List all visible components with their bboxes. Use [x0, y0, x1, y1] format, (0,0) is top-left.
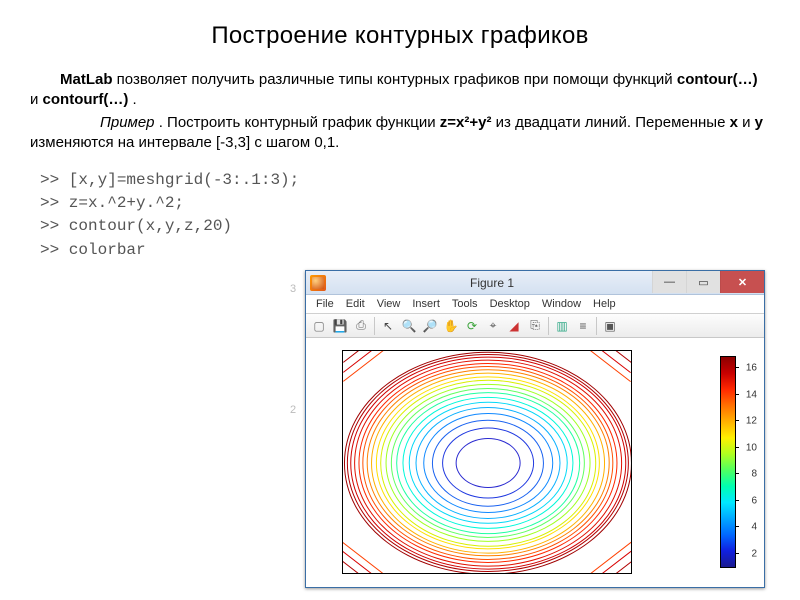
colorbar-tick: 10 [746, 442, 757, 453]
example-tail: из двадцати линий. Переменные [496, 114, 730, 131]
code-line-1: >> [x,y]=meshgrid(-3:.1:3); [40, 169, 800, 192]
colorbar-tick: 6 [751, 495, 757, 506]
save-icon[interactable]: 💾 [330, 316, 350, 336]
toolbar: ▢💾⎙ ↖🔍🔎✋⟳⌖◢⎘ ▥≡ ▣ [306, 314, 764, 338]
matlab-figure-window: Figure 1 — ▭ ✕ FileEditViewInsertToolsDe… [305, 270, 765, 588]
window-titlebar[interactable]: Figure 1 — ▭ ✕ [306, 271, 764, 295]
equation: z=x²+y² [440, 114, 492, 131]
code-line-3: >> contour(x,y,z,20) [40, 215, 800, 238]
zoom-out-icon[interactable]: 🔎 [420, 316, 440, 336]
toolbar-separator [374, 317, 375, 335]
link-icon[interactable]: ⎘ [525, 316, 545, 336]
code-line-4: >> colorbar [40, 239, 800, 262]
colorbar-tick: 14 [746, 389, 757, 400]
contour-axes: -3-2-10123-3-2-10123 [342, 350, 632, 574]
dot: . [133, 91, 137, 108]
new-figure-icon[interactable]: ▢ [309, 316, 329, 336]
menu-insert[interactable]: Insert [406, 297, 446, 311]
corner-contour [588, 542, 632, 574]
menu-view[interactable]: View [371, 297, 407, 311]
desc-text-1: позволяет получить различные типы контур… [117, 71, 677, 88]
menu-help[interactable]: Help [587, 297, 622, 311]
data-cursor-icon[interactable]: ⌖ [483, 316, 503, 336]
colorbar: 246810121416 [720, 356, 736, 568]
brush-icon[interactable]: ◢ [504, 316, 524, 336]
pointer-icon[interactable]: ↖ [378, 316, 398, 336]
fn-contour: contour(…) [677, 71, 758, 88]
hide-tools-icon[interactable]: ▣ [600, 316, 620, 336]
pan-icon[interactable]: ✋ [441, 316, 461, 336]
var-y: y [755, 114, 763, 131]
menu-desktop[interactable]: Desktop [484, 297, 536, 311]
colorbar-tick-mark [735, 473, 739, 474]
insert-colorbar-icon[interactable]: ▥ [552, 316, 572, 336]
menu-edit[interactable]: Edit [340, 297, 371, 311]
menu-window[interactable]: Window [536, 297, 587, 311]
menu-tools[interactable]: Tools [446, 297, 484, 311]
menu-file[interactable]: File [310, 297, 340, 311]
colorbar-tick-mark [735, 420, 739, 421]
colorbar-tick-mark [735, 500, 739, 501]
faint-bg-number-2: 2 [290, 404, 296, 416]
close-button[interactable]: ✕ [720, 271, 764, 293]
plot-canvas: -3-2-10123-3-2-10123 246810121416 [306, 338, 764, 587]
code-line-2: >> z=x.^2+y.^2; [40, 192, 800, 215]
matlab-app-icon [310, 275, 326, 291]
toolbar-separator [596, 317, 597, 335]
zoom-in-icon[interactable]: 🔍 [399, 316, 419, 336]
description: MatLab позволяет получить различные типы… [0, 60, 800, 153]
fn-contourf: contourf(…) [43, 91, 129, 108]
colorbar-tick: 8 [751, 469, 757, 480]
colorbar-tick: 12 [746, 416, 757, 427]
colorbar-tick-mark [735, 367, 739, 368]
insert-legend-icon[interactable]: ≡ [573, 316, 593, 336]
toolbar-separator [548, 317, 549, 335]
menubar: FileEditViewInsertToolsDesktopWindowHelp [306, 295, 764, 314]
colorbar-tick-mark [735, 394, 739, 395]
page-title: Построение контурных графиков [0, 0, 800, 60]
var-x: x [730, 114, 738, 131]
faint-bg-number-1: 3 [290, 283, 296, 295]
print-icon[interactable]: ⎙ [351, 316, 371, 336]
colorbar-tick: 4 [751, 522, 757, 533]
code-block: >> [x,y]=meshgrid(-3:.1:3); >> z=x.^2+y.… [0, 155, 800, 262]
colorbar-tick-mark [735, 447, 739, 448]
desc-and: и [30, 91, 43, 108]
rotate-icon[interactable]: ⟳ [462, 316, 482, 336]
maximize-button[interactable]: ▭ [686, 271, 720, 293]
contour-ring [456, 438, 521, 488]
interval-text: изменяются на интервале [-3,3] с шагом 0… [30, 134, 339, 151]
colorbar-tick-mark [735, 526, 739, 527]
example-label: Пример [100, 114, 155, 131]
colorbar-tick: 2 [751, 548, 757, 559]
minimize-button[interactable]: — [652, 271, 686, 293]
example-text: . Построить контурный график функции [159, 114, 440, 131]
colorbar-tick-mark [735, 553, 739, 554]
window-title: Figure 1 [332, 276, 652, 290]
matlab-word: MatLab [60, 71, 113, 88]
corner-contour [615, 561, 632, 574]
colorbar-tick: 16 [746, 363, 757, 374]
inner-and: и [742, 114, 755, 131]
